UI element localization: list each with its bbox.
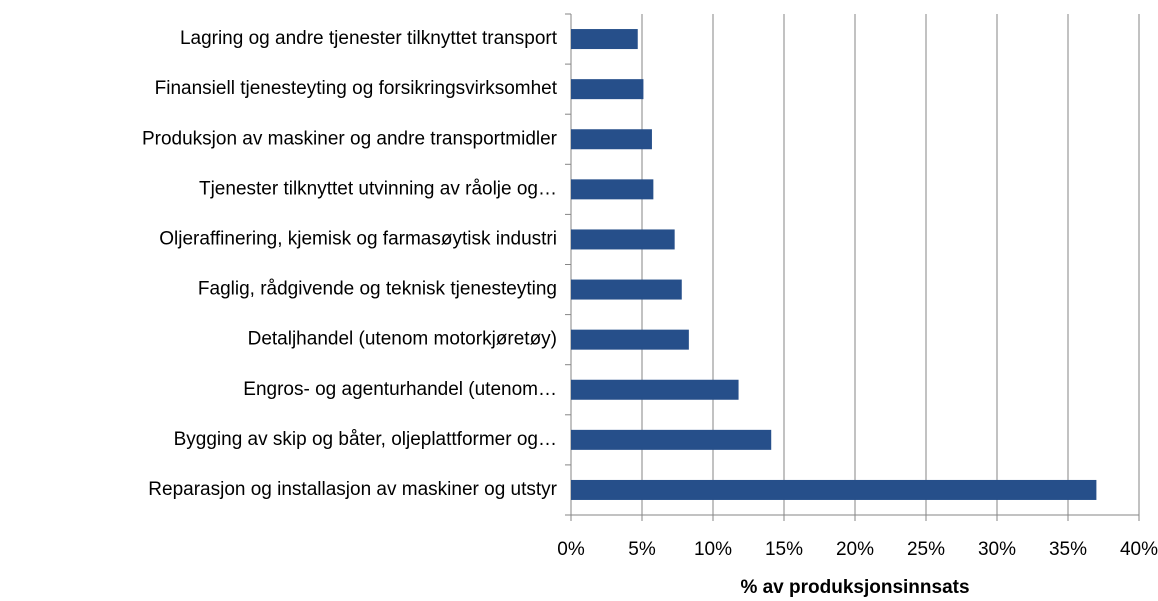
y-tick-label: Produksjon av maskiner og andre transpor…	[142, 128, 558, 149]
bar	[571, 29, 638, 50]
y-tick-label: Bygging av skip og båter, oljeplattforme…	[174, 429, 557, 450]
x-tick-label: 40%	[1120, 539, 1158, 560]
x-tick-label: 30%	[978, 539, 1016, 560]
bar	[571, 79, 644, 100]
bar	[571, 129, 652, 150]
y-tick-label: Engros- og agenturhandel (utenom…	[243, 379, 557, 400]
bar	[571, 429, 772, 450]
bar	[571, 279, 682, 300]
y-tick-label: Faglig, rådgivende og teknisk tjenesteyt…	[198, 279, 557, 300]
x-tick-label: 0%	[557, 539, 585, 560]
bar	[571, 179, 654, 200]
x-tick-label: 5%	[628, 539, 656, 560]
y-tick-label: Lagring og andre tjenester tilknyttet tr…	[180, 28, 558, 49]
y-tick-label: Detaljhandel (utenom motorkjøretøy)	[248, 329, 557, 350]
x-tick-label: 10%	[694, 539, 732, 560]
bar	[571, 479, 1097, 500]
y-tick-label: Oljeraffinering, kjemisk og farmasøytisk…	[159, 228, 557, 249]
x-axis-title: % av produksjonsinnsats	[740, 577, 969, 598]
bar	[571, 379, 739, 400]
x-tick-label: 15%	[765, 539, 803, 560]
x-tick-label: 35%	[1049, 539, 1087, 560]
bar	[571, 229, 675, 250]
y-tick-label: Finansiell tjenesteyting og forsikringsv…	[155, 78, 558, 99]
y-tick-label: Tjenester tilknyttet utvinning av råolje…	[199, 178, 557, 199]
x-tick-label: 20%	[836, 539, 874, 560]
bar	[571, 329, 689, 350]
x-tick-label: 25%	[907, 539, 945, 560]
y-tick-label: Reparasjon og installasjon av maskiner o…	[148, 479, 557, 500]
